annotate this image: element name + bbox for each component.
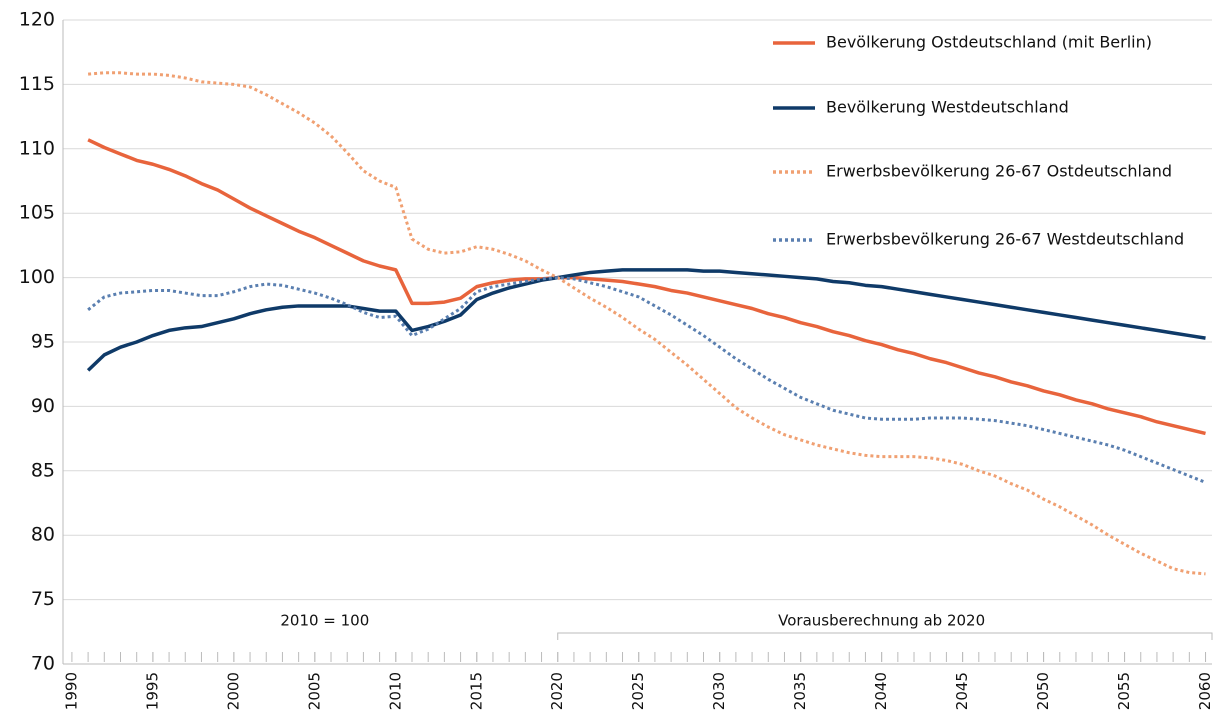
series-line <box>86 268 1206 372</box>
series-line <box>87 71 1206 576</box>
y-tick-label: 75 <box>31 588 55 610</box>
x-tick-label: 2020 <box>548 672 566 710</box>
x-tick-label: 2055 <box>1115 672 1133 710</box>
x-tick-label: 2015 <box>467 672 485 710</box>
annotation-bracket <box>557 632 1213 640</box>
y-tick-label: 120 <box>19 9 55 31</box>
y-tick-label: 80 <box>31 524 55 546</box>
x-tick-label: 2030 <box>710 672 728 710</box>
y-tick-label: 90 <box>31 395 55 417</box>
legend-label: Erwerbsbevölkerung 26-67 Westdeutschland <box>826 230 1184 249</box>
y-tick-label: 110 <box>19 137 55 159</box>
annotation: Vorausberechnung ab 2020 <box>778 612 985 630</box>
x-tick-label: 2060 <box>1196 672 1214 710</box>
x-tick-label: 1990 <box>62 672 80 710</box>
y-tick-label: 95 <box>31 331 55 353</box>
x-tick-label: 2040 <box>872 672 890 710</box>
legend-label: Bevölkerung Westdeutschland <box>826 98 1069 117</box>
x-tick-label: 2050 <box>1034 672 1052 710</box>
series-line <box>87 138 1206 436</box>
annotation: 2010 = 100 <box>280 612 369 630</box>
y-tick-label: 100 <box>19 266 55 288</box>
x-tick-label: 2025 <box>629 672 647 710</box>
legend-label: Bevölkerung Ostdeutschland (mit Berlin) <box>826 33 1152 52</box>
y-tick-label: 85 <box>31 459 55 481</box>
x-tick-label: 2045 <box>953 672 971 710</box>
x-tick-label: 2010 <box>386 672 404 710</box>
legend-label: Erwerbsbevölkerung 26-67 Ostdeutschland <box>826 162 1172 181</box>
y-tick-label: 105 <box>19 202 55 224</box>
y-tick-label: 70 <box>31 653 55 675</box>
x-tick-label: 2005 <box>305 672 323 710</box>
x-tick-label: 1995 <box>143 672 161 710</box>
y-tick-label: 115 <box>19 73 55 95</box>
x-tick-label: 2035 <box>791 672 809 710</box>
x-tick-label: 2000 <box>224 672 242 710</box>
series-line <box>87 276 1207 484</box>
